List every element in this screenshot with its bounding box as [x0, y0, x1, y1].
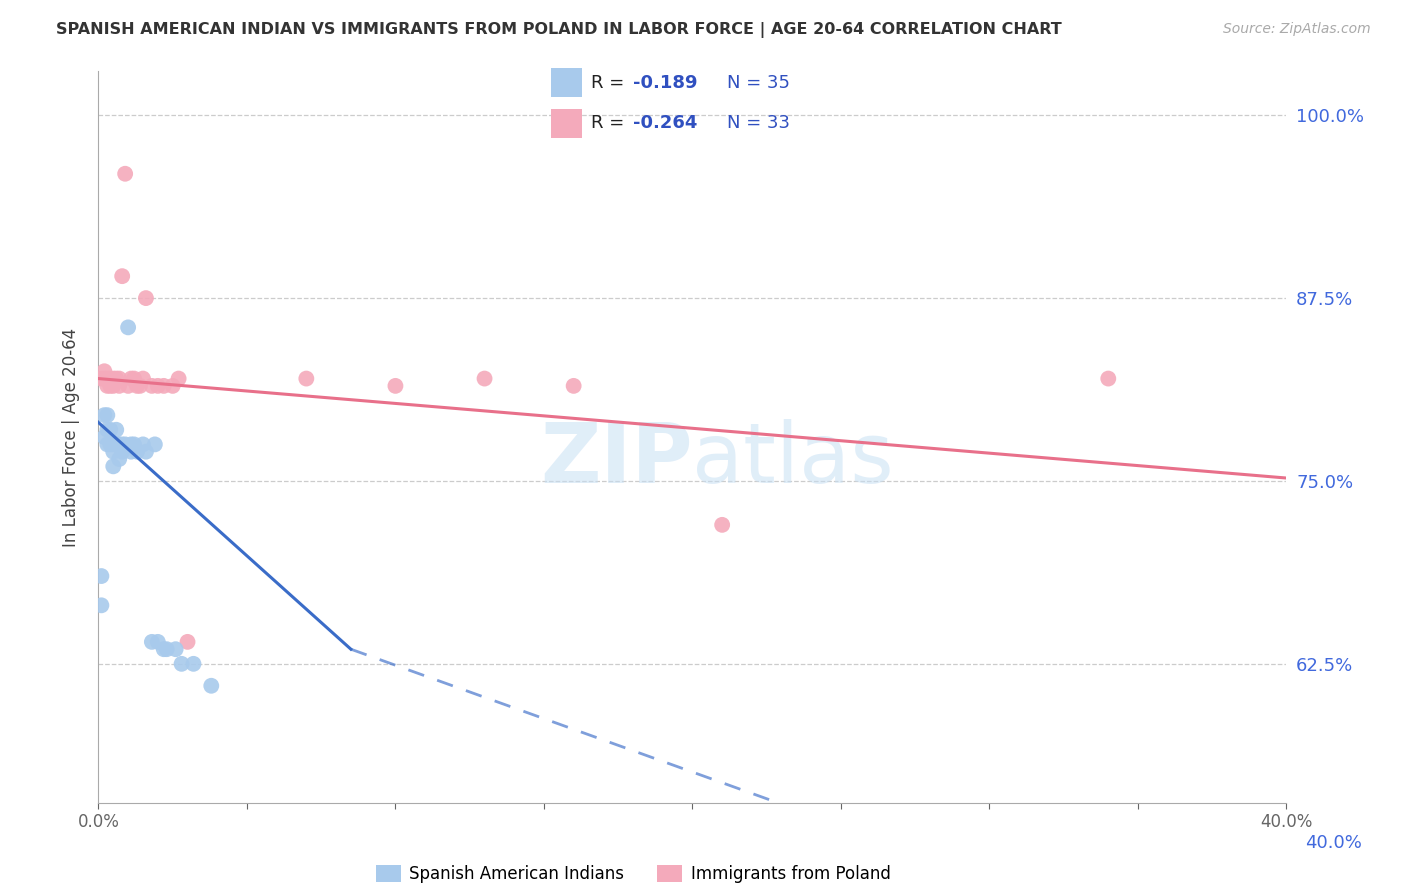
Point: [103, 379, 125, 393]
Point: [103, 444, 125, 458]
Point: [108, 452, 131, 467]
Text: R =: R =: [591, 114, 630, 132]
Point: [120, 444, 142, 458]
Point: [93, 430, 115, 444]
Point: [474, 371, 496, 385]
Point: [103, 371, 125, 385]
Point: [90, 569, 112, 583]
Point: [135, 291, 157, 305]
Point: [96, 437, 118, 451]
Point: [98, 379, 121, 393]
Point: [170, 657, 193, 671]
Text: ZIP: ZIP: [540, 418, 693, 500]
Point: [152, 642, 174, 657]
Text: N = 35: N = 35: [727, 73, 790, 92]
Text: atlas: atlas: [693, 418, 894, 500]
Text: -0.189: -0.189: [633, 73, 697, 92]
Point: [135, 444, 157, 458]
Point: [711, 517, 734, 532]
Text: Source: ZipAtlas.com: Source: ZipAtlas.com: [1223, 22, 1371, 37]
Point: [108, 379, 131, 393]
Point: [96, 408, 118, 422]
Point: [562, 379, 585, 393]
Point: [120, 371, 142, 385]
Point: [117, 379, 139, 393]
Bar: [551, 109, 582, 138]
Point: [162, 379, 184, 393]
Point: [111, 444, 134, 458]
Point: [146, 379, 169, 393]
Point: [98, 371, 121, 385]
Point: [105, 423, 128, 437]
Point: [103, 437, 125, 451]
Point: [103, 459, 125, 474]
Point: [105, 437, 128, 451]
Point: [108, 437, 131, 451]
Point: [141, 635, 163, 649]
Text: 40.0%: 40.0%: [1305, 834, 1361, 852]
Text: N = 33: N = 33: [727, 114, 790, 132]
Point: [125, 444, 148, 458]
Point: [1097, 371, 1119, 385]
Point: [122, 371, 145, 385]
Point: [114, 437, 136, 451]
Point: [96, 379, 118, 393]
Point: [111, 437, 134, 451]
Point: [132, 437, 155, 451]
Point: [176, 635, 198, 649]
Point: [152, 379, 174, 393]
Bar: [551, 68, 582, 97]
Point: [132, 371, 155, 385]
Point: [98, 423, 121, 437]
Point: [167, 371, 190, 385]
Point: [90, 371, 112, 385]
Point: [125, 379, 148, 393]
Point: [96, 423, 118, 437]
Point: [90, 599, 112, 613]
Point: [108, 371, 131, 385]
Point: [129, 379, 152, 393]
Point: [93, 364, 115, 378]
Point: [200, 679, 222, 693]
Point: [143, 437, 166, 451]
Point: [93, 371, 115, 385]
Point: [122, 437, 145, 451]
Point: [146, 635, 169, 649]
Point: [98, 437, 121, 451]
Text: SPANISH AMERICAN INDIAN VS IMMIGRANTS FROM POLAND IN LABOR FORCE | AGE 20-64 COR: SPANISH AMERICAN INDIAN VS IMMIGRANTS FR…: [56, 22, 1062, 38]
Point: [156, 642, 179, 657]
Text: -0.264: -0.264: [633, 114, 697, 132]
Point: [96, 371, 118, 385]
Point: [183, 657, 205, 671]
Point: [111, 269, 134, 284]
Point: [93, 408, 115, 422]
Point: [141, 379, 163, 393]
Point: [120, 437, 142, 451]
Point: [105, 371, 128, 385]
Point: [384, 379, 406, 393]
Text: R =: R =: [591, 73, 630, 92]
Point: [114, 167, 136, 181]
Point: [165, 642, 187, 657]
Legend: Spanish American Indians, Immigrants from Poland: Spanish American Indians, Immigrants fro…: [368, 858, 897, 889]
Point: [295, 371, 318, 385]
Y-axis label: In Labor Force | Age 20-64: In Labor Force | Age 20-64: [62, 327, 80, 547]
Point: [117, 320, 139, 334]
